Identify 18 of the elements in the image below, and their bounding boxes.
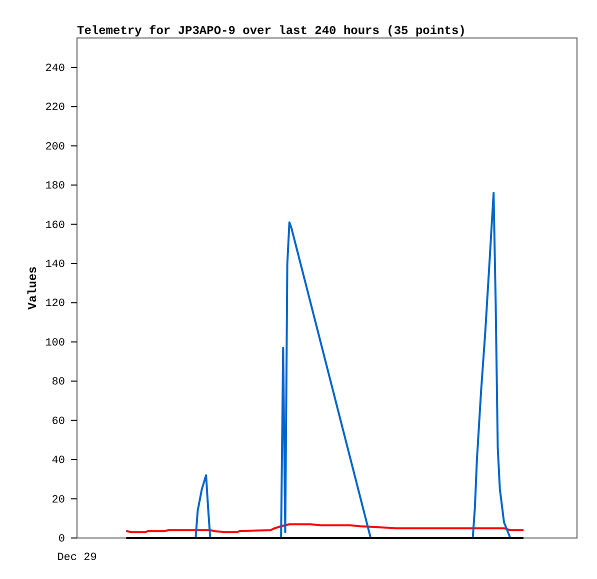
y-tick-label: 0 [58, 534, 65, 546]
y-tick-label: 40 [52, 455, 65, 468]
y-tick-label: 220 [45, 102, 65, 114]
y-tick-label: 20 [52, 494, 65, 506]
text: Dec 29 [57, 552, 97, 564]
chart-title: Telemetry for JP3APO-9 over last 240 hours (35 points) [77, 24, 466, 38]
y-tick-label: 200 [45, 141, 65, 154]
y-tick-label: 80 [52, 376, 65, 389]
y-tick-label: 100 [45, 337, 65, 350]
y-tick-label: 160 [45, 220, 65, 232]
y-tick-label: 180 [45, 180, 65, 193]
y-tick-label: 120 [45, 298, 65, 310]
y-tick-label: 60 [52, 416, 65, 428]
line-series [194, 192, 512, 539]
line-series [126, 523, 524, 534]
y-tick-label: 140 [45, 259, 65, 272]
y-tick-label: 240 [45, 62, 65, 75]
y-axis-title: Values [26, 266, 40, 310]
